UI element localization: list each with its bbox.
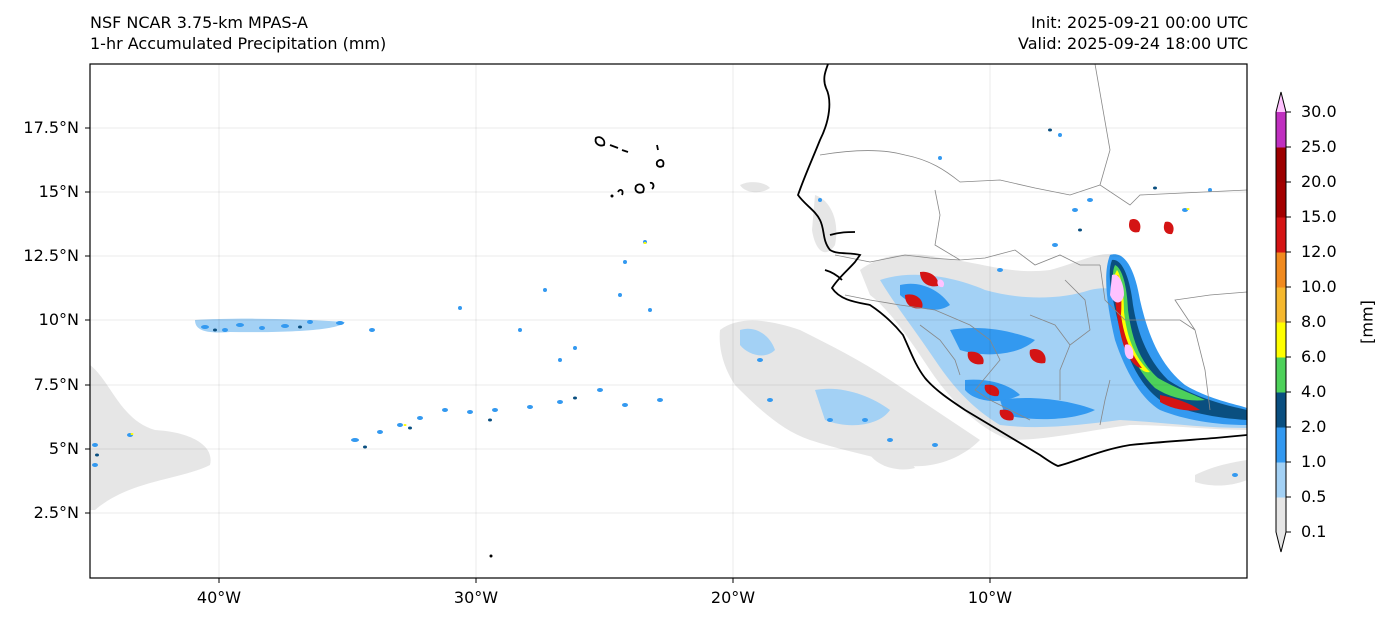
colorbar-level-label: 4.0 [1301, 382, 1327, 401]
lon-label: 10°W [967, 588, 1013, 607]
colorbar-band [1276, 392, 1286, 428]
island-marker-south [489, 554, 493, 558]
lat-label: 17.5°N [23, 118, 79, 137]
colorbar-level-label: 10.0 [1301, 277, 1337, 296]
colorbar-level-label: 0.1 [1301, 522, 1327, 541]
colorbar [1275, 91, 1291, 553]
colorbar-band [1276, 147, 1286, 183]
colorbar-band [1276, 287, 1286, 323]
map-frame [89, 63, 1248, 579]
colorbar-level-label: 15.0 [1301, 207, 1337, 226]
colorbar-level-label: 2.0 [1301, 417, 1327, 436]
model-name: NSF NCAR 3.75-km MPAS-A [90, 13, 308, 32]
lon-label: 40°W [196, 588, 242, 607]
colorbar-upper-extend [1276, 92, 1286, 112]
colorbar-level-label: 25.0 [1301, 137, 1337, 156]
colorbar-band [1276, 252, 1286, 288]
field-name: 1-hr Accumulated Precipitation (mm) [90, 34, 387, 53]
axis-ticks [85, 127, 991, 583]
blue-precip [900, 254, 1247, 425]
colorbar-band [1276, 217, 1286, 253]
colorbar-level-label: 0.5 [1301, 487, 1327, 506]
colorbar-level-label: 30.0 [1301, 102, 1337, 121]
lon-label: 30°W [453, 588, 499, 607]
colorbar-band [1276, 462, 1286, 498]
lat-label: 7.5°N [33, 375, 79, 394]
coastlines [594, 64, 1247, 467]
colorbar-band [1276, 427, 1286, 463]
country-borders [819, 64, 1247, 426]
lat-label: 15°N [38, 182, 79, 201]
lat-label: 5°N [48, 439, 79, 458]
colorbar-level-label: 20.0 [1301, 172, 1337, 191]
colorbar-level-label: 12.0 [1301, 242, 1337, 261]
colorbar-band [1276, 357, 1286, 393]
colorbar-lower-extend [1276, 532, 1286, 552]
valid-time: Valid: 2025-09-24 18:00 UTC [1017, 34, 1248, 53]
scattered-cells [92, 128, 1238, 477]
colorbar-level-label: 1.0 [1301, 452, 1327, 471]
lat-label: 10°N [38, 310, 79, 329]
colorbar-band [1276, 497, 1286, 533]
colorbar-band [1276, 182, 1286, 218]
colorbar-level-label: 8.0 [1301, 312, 1327, 331]
light-blue-precip [195, 274, 1247, 428]
island-marker [610, 194, 614, 198]
map-title: NSF NCAR 3.75-km MPAS-A 1-hr Accumulated… [90, 12, 386, 54]
colorbar-band [1276, 112, 1286, 148]
lat-label: 2.5°N [33, 503, 79, 522]
lat-label: 12.5°N [23, 246, 79, 265]
init-time: Init: 2025-09-21 00:00 UTC [1030, 13, 1248, 32]
heavy-precip-cores [905, 219, 1247, 421]
colorbar-band [1276, 322, 1286, 358]
time-info: Init: 2025-09-21 00:00 UTC Valid: 2025-0… [1018, 12, 1248, 54]
map-content [90, 64, 1247, 578]
lon-label: 20°W [710, 588, 756, 607]
colorbar-level-label: 6.0 [1301, 347, 1327, 366]
units-label: [mm] [1357, 300, 1377, 344]
